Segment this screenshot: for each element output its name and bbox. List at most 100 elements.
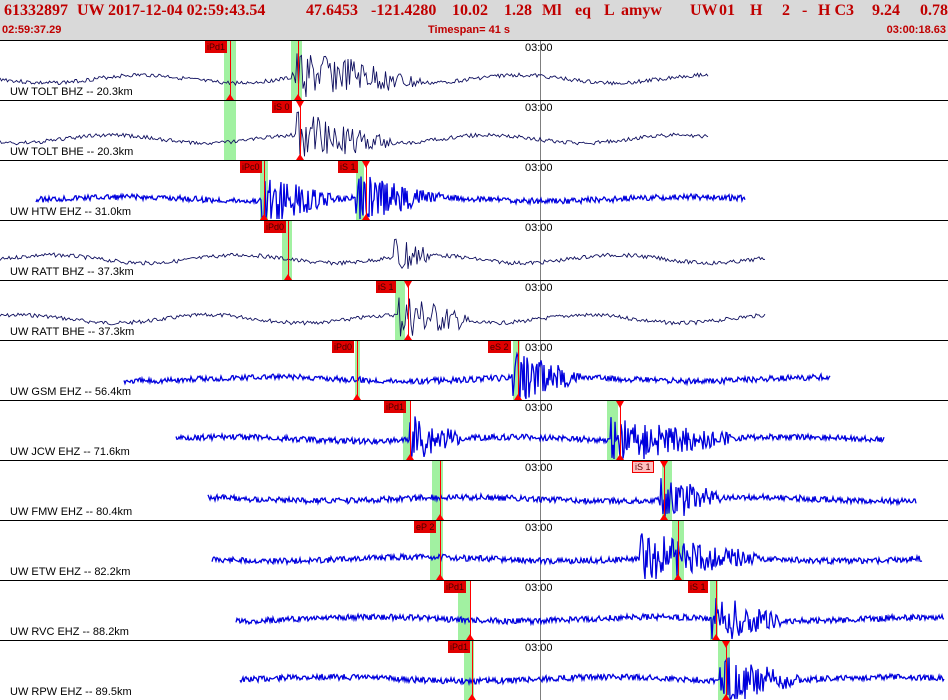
pick-arrow-up-icon: [226, 94, 234, 100]
pick-window: [282, 221, 292, 280]
pick-arrow-up-icon: [660, 514, 668, 520]
time-tick: [540, 521, 541, 580]
source-network: UW: [690, 2, 718, 19]
phase-pick-label[interactable]: iS 1: [688, 581, 708, 593]
event-header: 61332897 UW 2017-12-04 02:59:43.54 47.64…: [0, 0, 948, 40]
waveform-path: [211, 533, 923, 580]
trace-panel[interactable]: 03:00 iPd1 UW JCW EHZ -- 71.6km: [0, 400, 948, 460]
pick-arrow-down-icon: [404, 281, 412, 288]
timespan: Timespan= 41 s: [428, 24, 511, 36]
phase-pick-label[interactable]: iS 1: [376, 281, 396, 293]
time-tick-label: 03:00: [525, 282, 553, 294]
pick-window: [662, 461, 672, 520]
pick-marker[interactable]: [440, 461, 441, 520]
magnitude: 1.28: [504, 2, 532, 19]
waveform: [211, 533, 923, 580]
pick-arrow-up-icon: [514, 394, 522, 400]
pick-marker[interactable]: [664, 461, 665, 520]
pick-marker[interactable]: [518, 341, 519, 400]
end-time: 03:00:18.63: [886, 24, 946, 36]
trace-panel[interactable]: 03:00 iPd1 UW RPW EHZ -- 89.5km: [0, 640, 948, 700]
time-tick-label: 03:00: [525, 42, 553, 54]
phase-pick-label[interactable]: iPc0: [240, 161, 262, 173]
pick-marker[interactable]: [264, 161, 265, 220]
channel-label: UW TOLT BHE -- 20.3km: [10, 146, 134, 158]
pick-arrow-up-icon: [674, 574, 682, 580]
header-dash: -: [802, 2, 808, 19]
pick-marker[interactable]: [472, 641, 473, 700]
pick-marker[interactable]: [408, 281, 409, 340]
pick-arrow-up-icon: [362, 214, 370, 220]
waveform-path: [0, 297, 766, 337]
pick-arrow-down-icon: [296, 101, 304, 108]
trace-panel[interactable]: 03:00 iS 1 UW FMW EHZ -- 80.4km: [0, 460, 948, 520]
channel-label: UW RATT BHE -- 37.3km: [10, 326, 135, 338]
time-tick-label: 03:00: [525, 102, 553, 114]
pick-arrow-up-icon: [436, 574, 444, 580]
time-tick: [540, 641, 541, 700]
pick-arrow-up-icon: [353, 394, 361, 400]
channel-label: UW ETW EHZ -- 82.2km: [10, 566, 131, 578]
pick-arrow-up-icon: [260, 214, 268, 220]
pick-marker[interactable]: [298, 41, 299, 100]
phase-pick-label[interactable]: iS 0: [272, 101, 292, 113]
pick-marker[interactable]: [716, 581, 717, 640]
phase-pick-label[interactable]: iS 1: [338, 161, 358, 173]
time-range-line: 02:59:37.29 Timespan= 41 s 03:00:18.63: [0, 24, 948, 38]
pick-window: [224, 101, 236, 160]
time-tick-label: 03:00: [525, 462, 553, 474]
channel-label: UW HTW EHZ -- 31.0km: [10, 206, 131, 218]
pick-window: [710, 581, 718, 640]
phase-pick-label[interactable]: iPd0: [264, 221, 287, 233]
pick-marker[interactable]: [300, 101, 301, 160]
time-tick: [540, 281, 541, 340]
pick-window: [607, 401, 618, 460]
pick-arrow-up-icon: [466, 634, 474, 640]
phase-pick-label[interactable]: iPd1: [205, 41, 228, 53]
waveform: [235, 598, 945, 640]
trace-panel[interactable]: 03:00 iPd1 UW TOLT BHZ -- 20.3km: [0, 40, 948, 100]
phase-pick-label[interactable]: iS 1: [632, 461, 654, 473]
phase-pick-label[interactable]: iPd0: [332, 341, 355, 353]
time-tick-label: 03:00: [525, 342, 553, 354]
pick-marker[interactable]: [726, 641, 727, 700]
pick-marker[interactable]: [620, 401, 621, 460]
trace-panel[interactable]: 03:00 iPd0 UW RATT BHZ -- 37.3km: [0, 220, 948, 280]
phase-pick-label[interactable]: iPd1: [384, 401, 407, 413]
phase-pick-label[interactable]: eP 2: [414, 521, 437, 533]
trace-panel[interactable]: 03:00 eP 2 UW ETW EHZ -- 82.2km: [0, 520, 948, 580]
time-tick: [540, 341, 541, 400]
channel-label: UW GSM EHZ -- 56.4km: [10, 386, 132, 398]
trace-panel[interactable]: 03:00 iS 0 UW TOLT BHE -- 20.3km: [0, 100, 948, 160]
start-time: 02:59:37.29: [2, 24, 62, 36]
pick-window: [395, 281, 405, 340]
phase-pick-label[interactable]: iPd1: [444, 581, 467, 593]
trace-panel[interactable]: 03:00 iS 1 UW RATT BHE -- 37.3km: [0, 280, 948, 340]
waveform-path: [175, 416, 885, 460]
pick-marker[interactable]: [357, 341, 358, 400]
pick-arrow-down-icon: [362, 161, 370, 168]
time-tick: [540, 161, 541, 220]
waveform-path: [0, 238, 766, 269]
trace-panel[interactable]: 03:00 iPd1 iS 1 UW RVC EHZ -- 88.2km: [0, 580, 948, 640]
time-tick: [540, 221, 541, 280]
trace-panel[interactable]: 03:00 iPd0 eS 2 UW GSM EHZ -- 56.4km: [0, 340, 948, 400]
trace-panel[interactable]: 03:00 iPc0 iS 1 UW HTW EHZ -- 31.0km: [0, 160, 948, 220]
pick-marker[interactable]: [678, 521, 679, 580]
phase-pick-label[interactable]: eS 2: [488, 341, 511, 353]
pick-marker[interactable]: [410, 401, 411, 460]
pick-window: [430, 521, 443, 580]
waveform-path: [0, 53, 709, 98]
pick-marker[interactable]: [230, 41, 231, 100]
time-tick: [540, 581, 541, 640]
waveform: [207, 478, 917, 519]
phase-pick-label[interactable]: iPd1: [448, 641, 471, 653]
time-tick: [540, 101, 541, 160]
pick-marker[interactable]: [288, 221, 289, 280]
waveform-path: [0, 111, 709, 158]
pick-marker[interactable]: [440, 521, 441, 580]
waveform: [0, 111, 709, 158]
pick-marker[interactable]: [366, 161, 367, 220]
time-tick: [540, 401, 541, 460]
pick-marker[interactable]: [470, 581, 471, 640]
